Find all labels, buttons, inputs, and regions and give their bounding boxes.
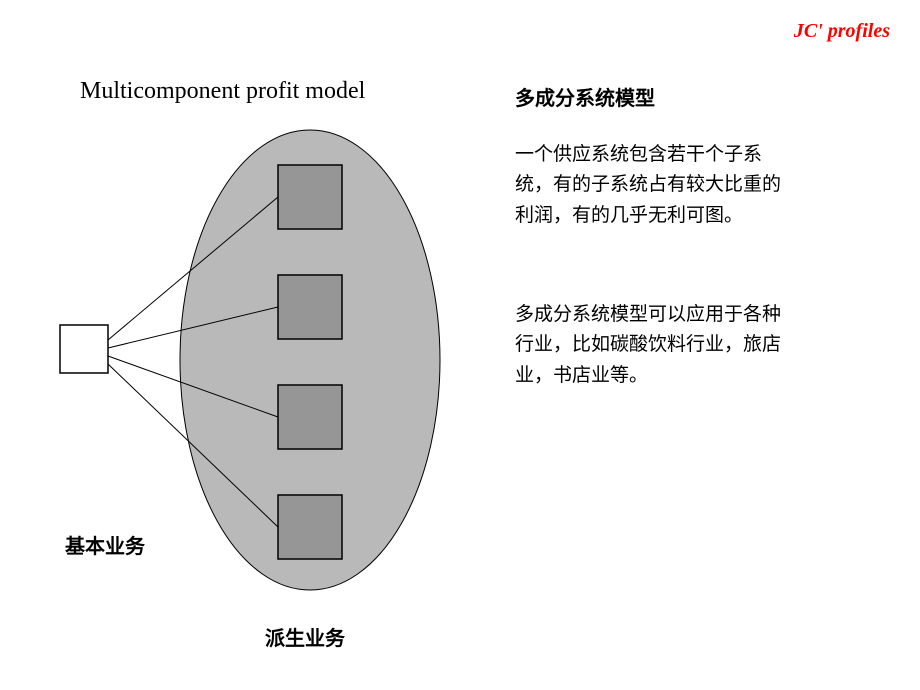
paragraph-2: 多成分系统模型可以应用于各种行业，比如碳酸饮料行业，旅店业，书店业等。	[515, 300, 795, 391]
diagram-container	[30, 110, 480, 660]
paragraph-1: 一个供应系统包含若干个子系统，有的子系统占有较大比重的利润，有的几乎无利可图。	[515, 140, 795, 231]
label-derived-business: 派生业务	[265, 622, 345, 651]
title-chinese: 多成分系统模型	[515, 82, 655, 111]
diagram-svg	[30, 110, 480, 660]
label-basic-business: 基本业务	[65, 530, 145, 559]
header-brand: JC' profiles	[794, 20, 890, 43]
title-english: Multicomponent profit model	[80, 78, 365, 105]
